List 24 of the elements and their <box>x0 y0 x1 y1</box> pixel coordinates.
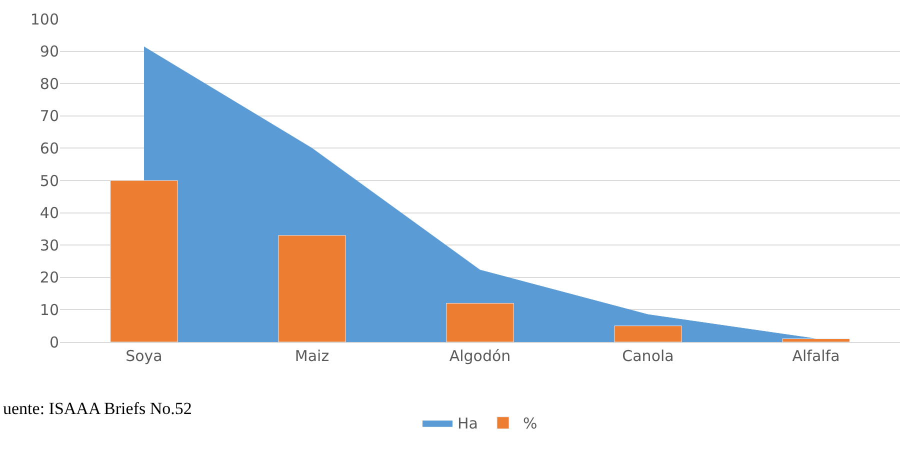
y-tick-label: 10 <box>40 300 59 319</box>
bar <box>782 338 850 342</box>
x-tick-label: Maiz <box>294 347 330 365</box>
x-tick-label: Soya <box>126 347 162 365</box>
legend-label: Ha <box>458 414 478 433</box>
bar <box>278 235 346 342</box>
y-tick-label: 70 <box>40 107 59 126</box>
bar <box>446 302 514 342</box>
bar <box>110 180 178 342</box>
text: uente: ISAAA Briefs No.52 <box>3 399 192 418</box>
y-tick-label: 40 <box>40 204 59 222</box>
y-tick-label: 90 <box>40 42 59 61</box>
x-tick-label: Alfalfa <box>792 347 840 365</box>
y-tick-label: 20 <box>40 268 59 287</box>
y-tick-label: 50 <box>40 172 59 190</box>
bar <box>614 326 682 342</box>
y-tick-label: 100 <box>30 10 59 28</box>
y-tick-label: 60 <box>40 139 59 158</box>
x-tick-label: Canola <box>622 347 674 365</box>
y-tick-label: 30 <box>40 236 59 254</box>
x-tick-label: Algodón <box>449 347 511 365</box>
y-tick-label: 0 <box>49 333 59 352</box>
legend-label: % <box>522 414 538 433</box>
y-tick-label: 80 <box>40 74 59 93</box>
